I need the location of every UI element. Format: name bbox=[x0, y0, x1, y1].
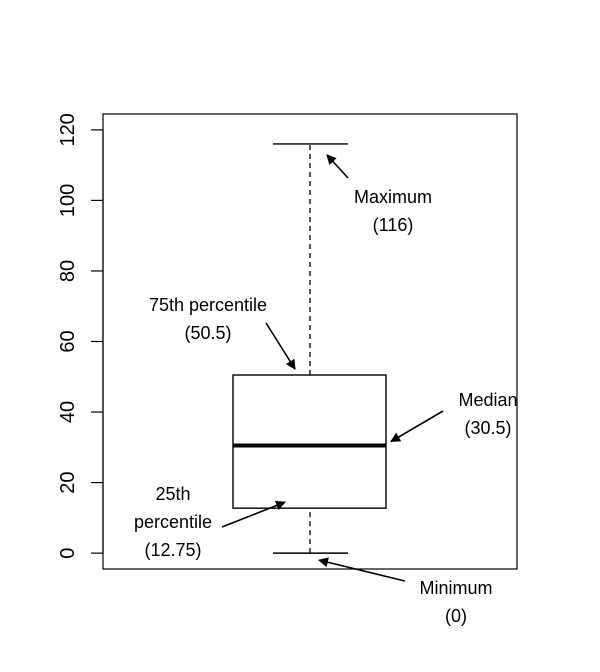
y-tick-label: 0 bbox=[57, 548, 79, 559]
y-tick-label: 80 bbox=[57, 260, 79, 282]
y-tick-label: 100 bbox=[57, 184, 79, 217]
annotation-arrow bbox=[390, 410, 444, 443]
interquartile-box bbox=[232, 374, 387, 509]
y-tick-label: 120 bbox=[57, 113, 79, 146]
annotations: Maximum (116) 75th percentile (50.5) Median (… bbox=[134, 154, 518, 626]
annotation-max: Maximum (116) bbox=[326, 154, 432, 235]
annotation-label: (12.75) bbox=[144, 540, 201, 560]
annotation-label: 75th percentile bbox=[149, 295, 267, 315]
annotation-arrow bbox=[221, 500, 286, 528]
annotation-label: (0) bbox=[445, 606, 467, 626]
annotation-arrow bbox=[326, 154, 349, 179]
annotation-q3: 75th percentile (50.5) bbox=[149, 295, 296, 370]
y-tick-label: 60 bbox=[57, 330, 79, 352]
annotation-q1: 25th percentile (12.75) bbox=[134, 484, 286, 560]
annotation-label: Median bbox=[458, 390, 517, 410]
annotation-median: Median (30.5) bbox=[390, 390, 518, 443]
annotation-label: percentile bbox=[134, 512, 212, 532]
annotation-arrow bbox=[318, 557, 406, 582]
box-plot-series bbox=[232, 143, 387, 554]
y-tick-label: 20 bbox=[57, 471, 79, 493]
annotation-label: (116) bbox=[373, 215, 414, 235]
annotation-label: Maximum bbox=[354, 187, 432, 207]
annotation-label: (30.5) bbox=[464, 418, 511, 438]
annotation-arrow bbox=[265, 322, 296, 370]
annotation-label: 25th bbox=[155, 484, 190, 504]
annotation-label: Minimum bbox=[419, 578, 492, 598]
y-tick-label: 40 bbox=[57, 401, 79, 423]
annotation-label: (50.5) bbox=[184, 323, 231, 343]
annotation-min: Minimum (0) bbox=[318, 557, 493, 626]
y-axis-ticks: 0 20 40 60 80 100 120 bbox=[57, 113, 103, 559]
